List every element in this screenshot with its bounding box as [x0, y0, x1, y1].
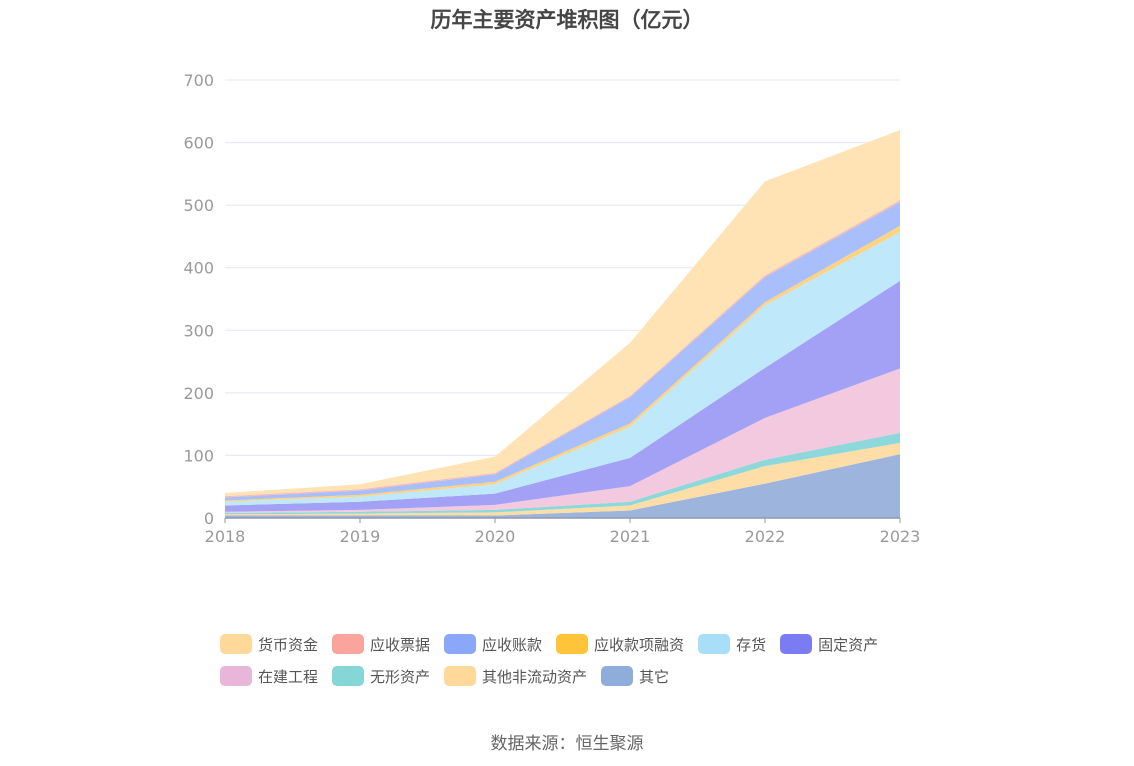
- legend-item[interactable]: 固定资产: [780, 634, 878, 655]
- grid-lines: [225, 79, 900, 456]
- area-其它: [225, 454, 900, 518]
- legend-swatch: [444, 634, 477, 654]
- x-tick-label: 2021: [610, 527, 651, 546]
- legend-item[interactable]: 应收票据: [332, 634, 430, 655]
- legend-item[interactable]: 货币资金: [220, 634, 318, 655]
- y-tick-label: 0: [204, 509, 214, 528]
- area-在建工程: [225, 368, 900, 513]
- legend-label: 应收账款: [482, 635, 543, 654]
- area-货币资金: [225, 130, 900, 497]
- y-tick-label: 700: [183, 71, 214, 90]
- legend-swatch: [698, 634, 731, 654]
- legend-row: 在建工程 无形资产 其他非流动资产 其它: [220, 660, 940, 692]
- legend-item[interactable]: 其它: [601, 666, 669, 687]
- x-tick-label: 2022: [745, 527, 786, 546]
- chart-area: 0 100 200 300 400 500 600 700 2018 2019 2020 2021 20…: [183, 71, 920, 546]
- legend-item[interactable]: 在建工程: [220, 666, 318, 687]
- legend-label: 应收票据: [370, 635, 431, 654]
- y-tick-label: 600: [183, 134, 214, 153]
- axes: 0 100 200 300 400 500 600 700 2018 2019 2020 2021 20…: [183, 71, 920, 546]
- legend-label: 应收款项融资: [594, 635, 685, 654]
- legend-label: 固定资产: [818, 635, 879, 654]
- legend-swatch: [332, 666, 365, 686]
- y-tick-label: 400: [183, 259, 214, 278]
- y-tick-label: 200: [183, 384, 214, 403]
- legend-label: 货币资金: [258, 635, 319, 654]
- legend: 货币资金 应收票据 应收账款 应收款项融资 存货 固定资产在建工程 无形资产 其他非流动资产 其…: [220, 628, 940, 692]
- area-其他非流动资产: [225, 442, 900, 516]
- area-固定资产: [225, 280, 900, 512]
- x-tick-label: 2020: [475, 527, 516, 546]
- legend-swatch: [556, 634, 589, 654]
- y-tick-label: 100: [183, 446, 214, 465]
- y-tick-label: 300: [183, 321, 214, 340]
- legend-swatch: [780, 634, 813, 654]
- stacked-areas: [225, 130, 900, 518]
- legend-item[interactable]: 无形资产: [332, 666, 430, 687]
- legend-swatch: [444, 666, 477, 686]
- x-tick-label: 2023: [880, 527, 921, 546]
- legend-item[interactable]: 应收款项融资: [556, 634, 684, 655]
- legend-label: 其它: [639, 667, 670, 686]
- y-tick-label: 500: [183, 196, 214, 215]
- legend-item[interactable]: 应收账款: [444, 634, 542, 655]
- legend-swatch: [220, 666, 252, 686]
- legend-row: 货币资金 应收票据 应收账款 应收款项融资 存货 固定资产: [220, 628, 940, 660]
- legend-swatch: [601, 666, 634, 686]
- legend-label: 无形资产: [370, 667, 431, 686]
- legend-item[interactable]: 其他非流动资产: [444, 666, 587, 687]
- legend-item[interactable]: 存货: [698, 634, 766, 655]
- legend-swatch: [332, 634, 365, 654]
- legend-label: 在建工程: [258, 667, 319, 686]
- x-tick-label: 2019: [340, 527, 381, 546]
- legend-label: 其他非流动资产: [482, 667, 588, 686]
- legend-swatch: [220, 634, 252, 654]
- chart-title: 历年主要资产堆积图（亿元）: [430, 8, 704, 32]
- area-应收账款: [225, 202, 900, 501]
- legend-label: 存货: [736, 635, 767, 654]
- x-tick-label: 2018: [205, 527, 246, 546]
- data-source: 数据来源：恒生聚源: [490, 734, 644, 754]
